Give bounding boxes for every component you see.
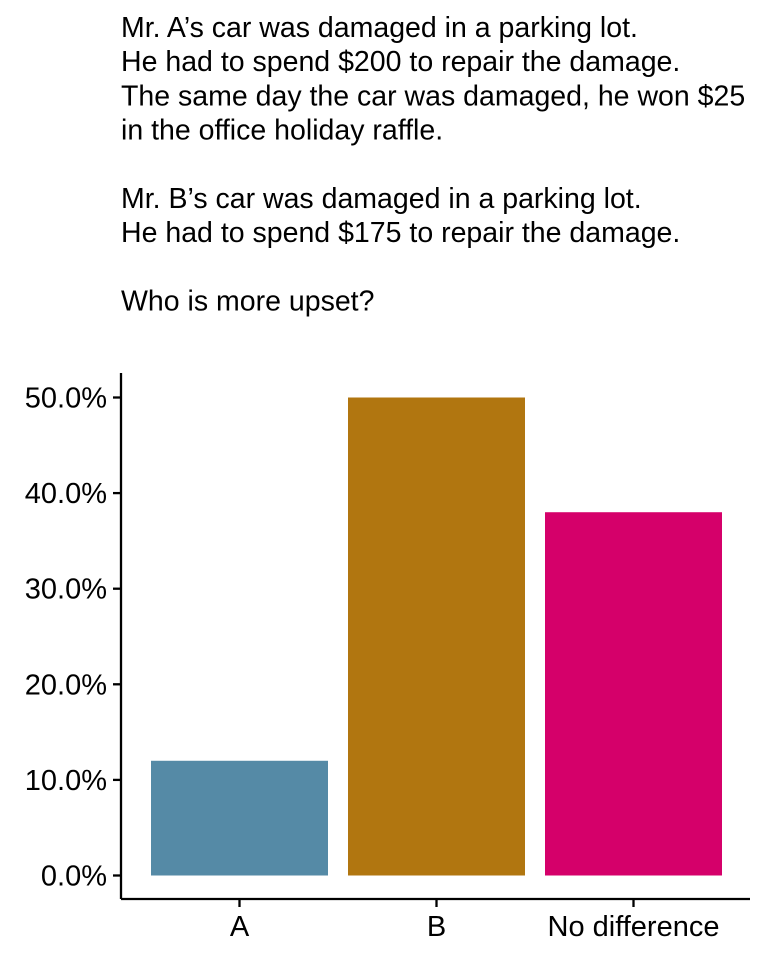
chart-title: Mr. A’s car was damaged in a parking lot… xyxy=(121,12,745,318)
title-line: He had to spend $175 to repair the damag… xyxy=(121,217,680,249)
title-line: Who is more upset? xyxy=(121,286,374,318)
y-tick-label: 10.0% xyxy=(25,765,107,797)
x-axis: A B No difference xyxy=(121,897,750,943)
y-tick-label: 30.0% xyxy=(25,574,107,606)
title-line: Mr. B’s car was damaged in a parking lot… xyxy=(121,183,642,215)
title-line: Mr. A’s car was damaged in a parking lot… xyxy=(121,12,638,44)
title-line: in the office holiday raffle. xyxy=(121,115,443,147)
x-tick-label: A xyxy=(230,911,250,943)
bar-no-difference xyxy=(545,512,722,876)
y-axis: 0.0% 10.0% 20.0% 30.0% 40.0% 50.0% xyxy=(25,373,123,899)
y-tick-label: 0.0% xyxy=(41,861,107,893)
title-line: The same day the car was damaged, he won… xyxy=(121,80,745,112)
y-tick-label: 50.0% xyxy=(25,383,107,415)
x-tick-label: B xyxy=(427,911,446,943)
x-tick-label: No difference xyxy=(548,911,720,943)
bar-a xyxy=(151,760,328,876)
y-tick-label: 40.0% xyxy=(25,478,107,510)
bar-b xyxy=(348,397,525,876)
y-tick-label: 20.0% xyxy=(25,669,107,701)
bars xyxy=(151,397,722,876)
title-line: He had to spend $200 to repair the damag… xyxy=(121,46,680,78)
